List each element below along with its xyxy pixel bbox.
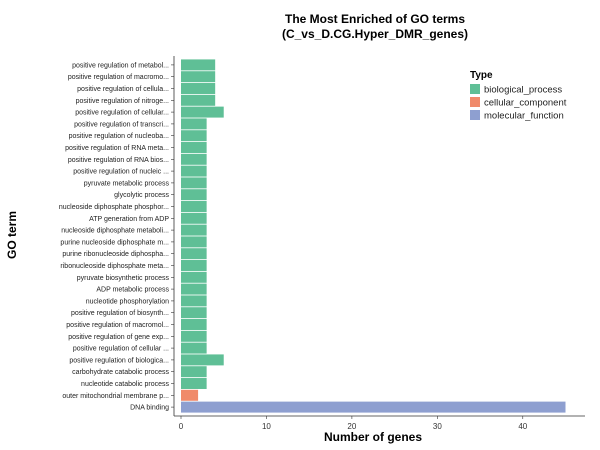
y-tick-label: positive regulation of nucleoba... bbox=[69, 133, 169, 140]
y-tick-label: positive regulation of macromo... bbox=[68, 74, 169, 81]
bar bbox=[181, 118, 207, 130]
x-tick-label: 0 bbox=[179, 422, 184, 431]
bar bbox=[181, 106, 224, 118]
y-tick-label: positive regulation of cellular ... bbox=[73, 346, 169, 353]
y-tick-label: nucleoside diphosphate phosphor... bbox=[59, 204, 169, 211]
x-tick-label: 10 bbox=[262, 422, 271, 431]
y-tick-label: positive regulation of gene exp... bbox=[68, 334, 169, 341]
bar bbox=[181, 212, 207, 224]
y-tick-label: positive regulation of transcri... bbox=[74, 121, 169, 128]
y-tick-label: positive regulation of cellular... bbox=[75, 110, 169, 117]
y-tick-label: outer mitochondrial membrane p... bbox=[62, 393, 169, 400]
bar bbox=[181, 201, 207, 212]
legend-label: molecular_function bbox=[484, 111, 564, 122]
legend-label: biological_process bbox=[484, 85, 562, 96]
y-tick-label: positive regulation of RNA meta... bbox=[65, 145, 169, 152]
y-tick-label: positive regulation of nitroge... bbox=[76, 98, 169, 105]
y-tick-label: ribonucleoside diphosphate meta... bbox=[60, 263, 169, 270]
bar bbox=[181, 283, 207, 295]
chart-title-line1: The Most Enriched of GO terms bbox=[285, 12, 465, 26]
legend: Type biological_process cellular_componen… bbox=[470, 70, 567, 122]
bar bbox=[181, 319, 207, 330]
y-tick-label: glycolytic process bbox=[114, 192, 169, 199]
bar bbox=[181, 389, 199, 401]
bar bbox=[181, 189, 207, 201]
bar bbox=[181, 330, 207, 342]
y-tick-label: positive regulation of biosynth... bbox=[71, 310, 169, 317]
bar bbox=[181, 366, 207, 378]
legend-swatch bbox=[470, 110, 480, 120]
bar bbox=[181, 224, 207, 236]
chart-title-line2: (C_vs_D.CG.Hyper_DMR_genes) bbox=[282, 27, 468, 41]
y-tick-label: positive regulation of nucleic ... bbox=[73, 169, 169, 176]
bar bbox=[181, 248, 207, 260]
y-axis-title: GO term bbox=[5, 211, 19, 259]
y-tick-label: nucleotide catabolic process bbox=[81, 381, 169, 388]
bar bbox=[181, 260, 207, 271]
legend-swatch bbox=[470, 84, 480, 94]
y-tick-label: carbohydrate catabolic process bbox=[72, 369, 169, 376]
bar bbox=[181, 354, 224, 366]
x-tick-label: 40 bbox=[518, 422, 527, 431]
y-tick-label: ATP generation from ADP bbox=[89, 216, 169, 223]
y-tick-label: nucleoside diphosphate metaboli... bbox=[61, 228, 169, 235]
y-tick-label: DNA binding bbox=[130, 405, 169, 412]
bar bbox=[181, 295, 207, 307]
x-tick-label: 20 bbox=[347, 422, 356, 431]
bar bbox=[181, 94, 216, 106]
bar bbox=[181, 142, 207, 153]
legend-label: cellular_component bbox=[484, 98, 567, 109]
x-axis-title: Number of genes bbox=[324, 430, 422, 444]
bar bbox=[181, 307, 207, 319]
legend-swatch bbox=[470, 97, 480, 107]
y-tick-label: positive regulation of biologica... bbox=[69, 357, 169, 364]
bar bbox=[181, 378, 207, 389]
bar bbox=[181, 342, 207, 354]
bar bbox=[181, 59, 216, 71]
y-tick-label: purine ribonucleoside diphospha... bbox=[62, 251, 169, 258]
bar bbox=[181, 271, 207, 283]
bar bbox=[181, 83, 216, 94]
y-tick-label: positive regulation of macromol... bbox=[66, 322, 169, 329]
y-tick-label: nucleotide phosphorylation bbox=[86, 298, 169, 305]
y-tick-label: positive regulation of cellula... bbox=[77, 86, 169, 93]
y-tick-label: ADP metabolic process bbox=[96, 287, 169, 294]
y-tick-label: positive regulation of metabol... bbox=[72, 62, 169, 69]
bar bbox=[181, 165, 207, 177]
bar bbox=[181, 71, 216, 83]
x-tick-label: 30 bbox=[433, 422, 442, 431]
plot-area: positive regulation of metabol... positiv… bbox=[59, 56, 585, 431]
y-tick-label: pyruvate metabolic process bbox=[84, 180, 170, 187]
y-tick-label: pyruvate biosynthetic process bbox=[77, 275, 170, 282]
bar bbox=[181, 401, 566, 413]
legend-title: Type bbox=[470, 70, 493, 81]
bar bbox=[181, 153, 207, 165]
y-tick-label: positive regulation of RNA bios... bbox=[68, 157, 169, 164]
bar bbox=[181, 130, 207, 142]
bar bbox=[181, 236, 207, 248]
bar bbox=[181, 177, 207, 189]
y-tick-label: purine nucleoside diphosphate m... bbox=[60, 239, 169, 246]
